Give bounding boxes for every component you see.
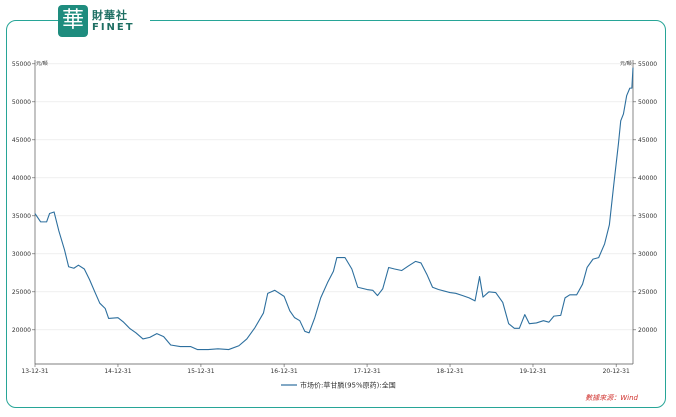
grid-lines [35,63,633,331]
left-tick-label: 25000 [12,289,31,296]
logo-name-cn: 財華社 [92,8,128,22]
x-tick-label: 18-12-31 [436,368,463,375]
x-axis-ticks: 13-12-31 14-12-31 15-12-31 16-12-31 17-12-31… [21,364,630,375]
legend-series-name: 市场价:草甘膦(95%原药):全国 [300,381,396,390]
right-tick-label: 40000 [638,175,657,182]
x-tick-label: 14-12-31 [104,368,131,375]
right-tick-label: 45000 [638,137,657,144]
chart-axes [34,60,634,365]
series-group [34,67,634,351]
right-tick-label: 50000 [638,99,657,106]
logo-mark-icon: 華 [58,5,88,37]
left-tick-label: 40000 [12,175,31,182]
left-axis-ticks: 20000 25000 30000 35000 40000 45000 50000 55000 [12,61,35,334]
x-tick-label: 20-12-31 [603,368,630,375]
left-tick-label: 30000 [12,251,31,258]
right-axis-unit: 元/噸 [620,60,632,67]
left-axis-unit: 元/噸 [36,60,48,67]
legend: 市场价:草甘膦(95%原药):全国 [281,381,396,390]
right-tick-label: 55000 [638,61,657,68]
right-tick-label: 20000 [638,327,657,334]
right-tick-label: 30000 [638,251,657,258]
x-tick-label: 15-12-31 [187,368,214,375]
chart-frame [6,20,666,408]
x-tick-label: 16-12-31 [270,368,297,375]
logo-text: 財華社 FINET [92,10,135,33]
x-tick-label: 19-12-31 [519,368,546,375]
source-note: 數據來源：Wind [585,394,638,402]
left-tick-label: 55000 [12,61,31,68]
x-tick-label: 13-12-31 [21,368,48,375]
left-tick-label: 50000 [12,99,31,106]
right-axis-ticks: 20000 25000 30000 35000 40000 45000 50000 55000 [633,61,657,334]
right-tick-label: 35000 [638,213,657,220]
right-tick-label: 25000 [638,289,657,296]
left-tick-label: 35000 [12,213,31,220]
logo-name-en: FINET [92,21,135,33]
finet-logo: 華 財華社 FINET [58,4,150,38]
x-tick-label: 17-12-31 [353,368,380,375]
left-tick-label: 20000 [12,327,31,334]
series-line [34,67,634,351]
left-tick-label: 45000 [12,137,31,144]
